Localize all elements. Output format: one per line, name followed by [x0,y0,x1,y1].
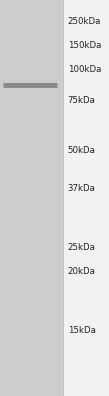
Text: 75kDa: 75kDa [68,97,95,105]
Text: 50kDa: 50kDa [68,146,95,155]
Text: 15kDa: 15kDa [68,326,95,335]
Text: 250kDa: 250kDa [68,17,101,26]
Text: 100kDa: 100kDa [68,65,101,74]
Text: 20kDa: 20kDa [68,267,95,276]
Bar [0,0,63,396]
Text: 25kDa: 25kDa [68,243,95,252]
Text: 150kDa: 150kDa [68,41,101,50]
Bar [63,0,109,396]
Text: 37kDa: 37kDa [68,184,95,192]
